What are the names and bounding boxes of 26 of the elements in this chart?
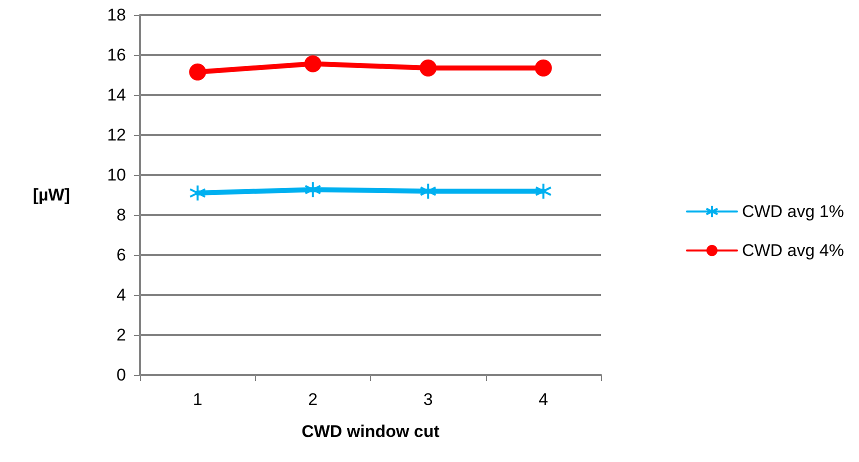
point bbox=[304, 181, 322, 198]
x-tick-label: 1 bbox=[192, 390, 202, 409]
y-tick-label: 14 bbox=[107, 86, 126, 104]
point bbox=[189, 64, 206, 80]
y-tick-label: 0 bbox=[116, 366, 126, 384]
point bbox=[534, 182, 552, 200]
y-tick-label: 8 bbox=[116, 206, 126, 224]
y-axis-title: [µW] bbox=[32, 186, 70, 204]
y-tick-label: 4 bbox=[116, 286, 126, 304]
x-tick-label: 2 bbox=[308, 390, 318, 409]
y-tick-label: 16 bbox=[107, 46, 126, 64]
y-tick-label: 10 bbox=[107, 166, 126, 184]
point bbox=[189, 184, 206, 202]
point bbox=[304, 55, 322, 72]
x-axis-title: CWD window cut bbox=[302, 422, 440, 441]
y-tick-label: 12 bbox=[107, 126, 126, 144]
y-tick-label: 2 bbox=[116, 326, 126, 344]
point bbox=[420, 182, 437, 200]
x-tick-label: 4 bbox=[538, 390, 548, 409]
y-tick-label: 6 bbox=[116, 246, 126, 264]
point bbox=[534, 60, 552, 76]
point bbox=[420, 60, 437, 76]
y-tick-label: 18 bbox=[107, 6, 126, 24]
legend-label: CWD avg 4% bbox=[742, 241, 844, 260]
x-tick-label: 3 bbox=[423, 390, 433, 409]
legend-label: CWD avg 1% bbox=[742, 202, 844, 221]
